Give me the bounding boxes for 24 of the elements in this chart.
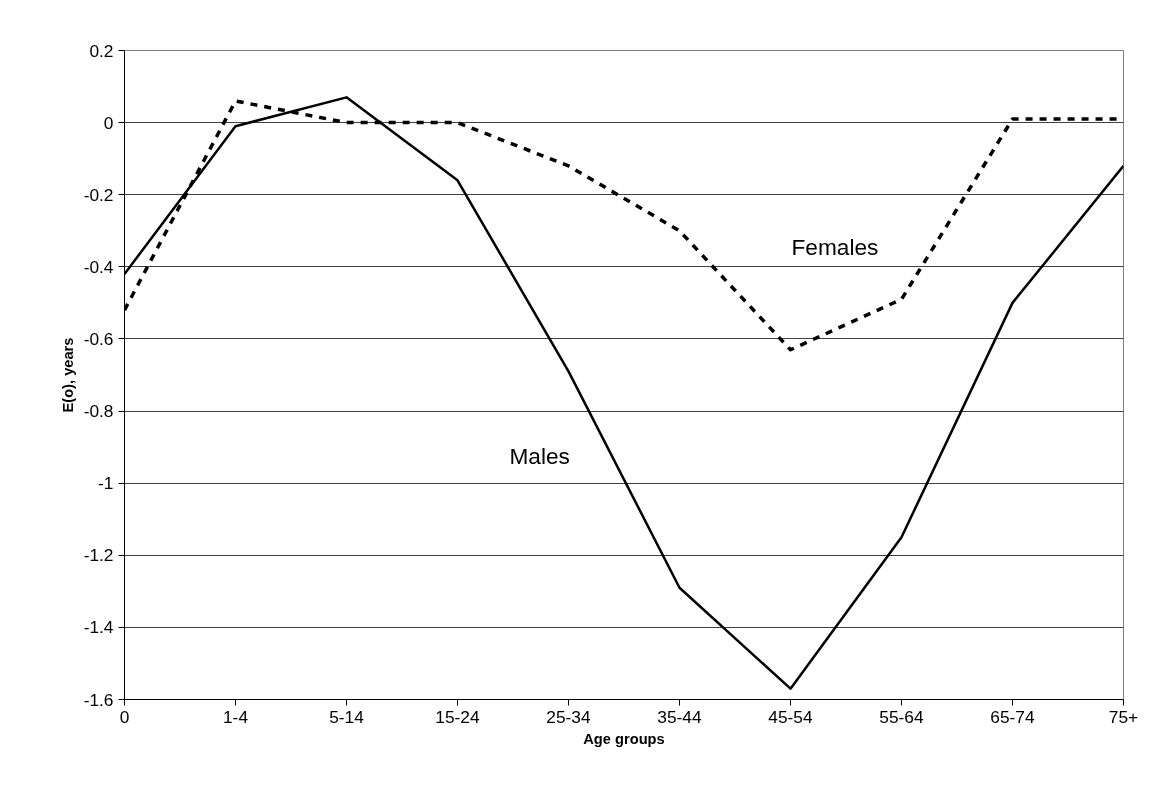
x-tick-label: 1-4: [222, 706, 249, 727]
x-axis-title: Age groups: [583, 730, 665, 747]
x-tick-label: 35-44: [657, 706, 703, 727]
series-label: Females: [791, 234, 879, 260]
y-tick-label: 0.2: [89, 40, 114, 61]
y-tick-label: -1.2: [83, 545, 114, 566]
y-tick-label: -0.6: [83, 328, 114, 349]
x-tick-label: 5-14: [329, 706, 365, 727]
y-tick-label: -0.2: [83, 184, 114, 205]
x-tick-label: 45-54: [768, 706, 814, 727]
y-tick-label: -0.4: [83, 256, 114, 277]
series-label: Males: [509, 443, 570, 470]
x-tick-label: 25-34: [546, 706, 592, 727]
x-tick-label: 15-24: [435, 706, 481, 727]
x-tick-label: 65-74: [990, 706, 1036, 727]
y-axis-title: E(o), years: [59, 337, 76, 413]
y-tick-label: -1.4: [83, 617, 114, 638]
x-tick-label: 0: [119, 706, 130, 727]
y-tick-label: 0: [103, 112, 114, 133]
x-tick-label: 55-64: [879, 706, 925, 727]
y-tick-label: -1.6: [83, 689, 114, 710]
x-tick-label: 75+: [1108, 706, 1139, 727]
y-tick-label: -0.8: [83, 401, 114, 422]
y-tick-label: -1: [98, 473, 114, 494]
